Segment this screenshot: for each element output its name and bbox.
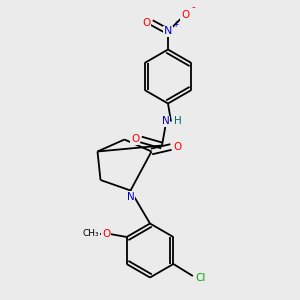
Text: N: N	[127, 192, 134, 202]
Text: H: H	[174, 116, 182, 127]
Text: Cl: Cl	[195, 273, 206, 284]
Text: CH₃: CH₃	[83, 230, 100, 238]
Text: +: +	[172, 20, 179, 29]
Text: N: N	[162, 116, 170, 127]
Text: O: O	[173, 142, 181, 152]
Text: O: O	[102, 229, 110, 239]
Text: O: O	[131, 134, 139, 145]
Text: -: -	[192, 2, 195, 12]
Text: N: N	[164, 26, 172, 37]
Text: O: O	[181, 10, 189, 20]
Text: O: O	[142, 17, 150, 28]
